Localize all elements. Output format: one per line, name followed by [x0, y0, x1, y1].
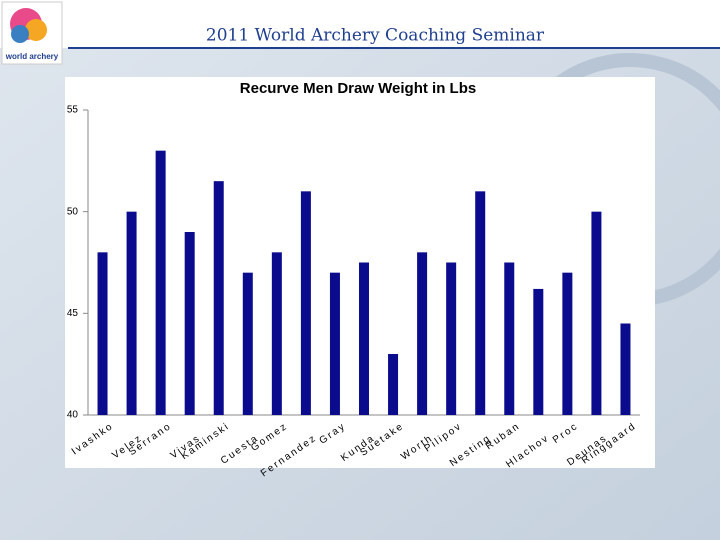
bar: [417, 252, 428, 415]
bar: [533, 288, 544, 415]
bar: [388, 354, 399, 415]
bar: [184, 232, 195, 415]
y-tick-label: 45: [67, 308, 79, 319]
bar: [620, 323, 631, 415]
bar: [562, 272, 573, 415]
bar: [155, 150, 166, 415]
slide-title: 2011 World Archery Coaching Seminar: [206, 26, 545, 46]
bar: [329, 272, 340, 415]
bar: [97, 252, 108, 415]
logo-mark: [11, 25, 29, 43]
bar: [591, 211, 602, 415]
bar: [475, 191, 486, 415]
bar: [359, 262, 369, 415]
logo-mark: [25, 19, 47, 41]
bar: [213, 181, 224, 415]
y-tick-label: 55: [67, 105, 79, 116]
chart-title: Recurve Men Draw Weight in Lbs: [240, 80, 476, 97]
bar: [446, 262, 457, 415]
logo: world archery: [1, 1, 63, 65]
bar: [126, 211, 137, 415]
y-tick-label: 40: [67, 410, 79, 421]
logo-text: world archery: [5, 52, 59, 61]
bar: [271, 252, 282, 415]
bar: [242, 272, 253, 415]
bar: [300, 191, 311, 415]
header-bar: [0, 0, 720, 48]
bar: [504, 262, 515, 415]
y-tick-label: 50: [67, 206, 79, 217]
